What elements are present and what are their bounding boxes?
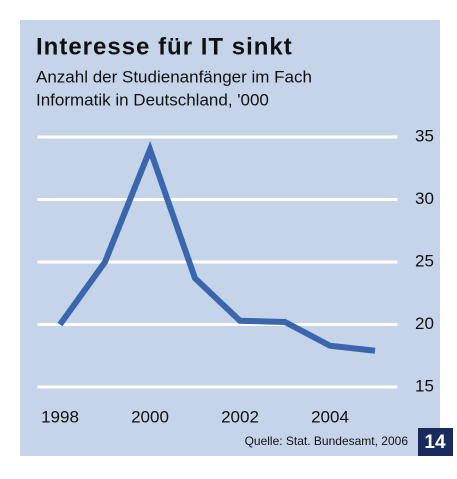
y-tick-label: 20 <box>415 314 434 333</box>
chart-title: Interesse für IT sinkt <box>36 33 293 60</box>
data-line <box>57 140 376 354</box>
subtitle: Informatik in Deutschland, '000 <box>36 90 269 109</box>
x-tick-label: 2002 <box>221 407 259 426</box>
source: Quelle: Stat. Bundesamt, 2006 <box>245 434 409 448</box>
y-tick-label: 30 <box>415 189 434 208</box>
page-number: 14 <box>424 432 446 453</box>
y-tick-label: 35 <box>415 126 434 145</box>
x-tick-label: 2000 <box>131 407 169 426</box>
y-tick-label: 15 <box>415 376 434 395</box>
subtitle: Anzahl der Studienanfänger im Fach <box>36 67 312 86</box>
panel <box>20 20 440 456</box>
x-tick-label: 1998 <box>41 407 79 426</box>
y-tick-label: 25 <box>415 251 434 270</box>
page-number-box <box>418 428 453 456</box>
x-tick-label: 2004 <box>311 407 349 426</box>
